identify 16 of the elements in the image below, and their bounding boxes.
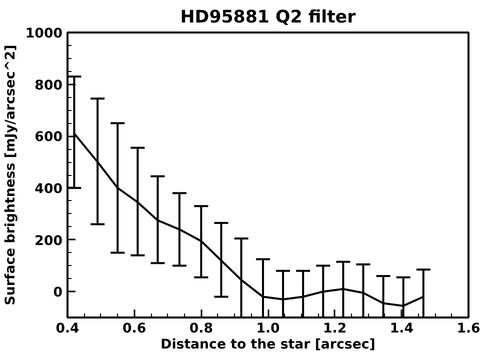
- x-tick-label: 1.4: [390, 322, 414, 336]
- y-tick-label: 600: [34, 130, 63, 146]
- x-tick-label: 1.0: [256, 322, 280, 336]
- x-tick-label: 0.8: [189, 322, 213, 336]
- y-tick-label: 1000: [25, 26, 63, 42]
- chart-title: HD95881 Q2 filter: [180, 8, 356, 28]
- x-tick-label: 0.4: [56, 322, 80, 336]
- y-tick-label: 0: [53, 286, 63, 301]
- x-tick-label: 1.6: [456, 322, 480, 336]
- y-tick-label: 400: [34, 182, 63, 197]
- y-tick-label: 800: [34, 78, 63, 94]
- x-tick-label: 0.6: [122, 322, 146, 336]
- x-axis-title: Distance to the star [arcsec]: [160, 338, 376, 352]
- y-tick-label: 200: [34, 234, 63, 249]
- y-axis-title: Surface brightness [mJy/arcsec^2]: [3, 44, 18, 306]
- x-tick-label: 1.2: [323, 322, 347, 336]
